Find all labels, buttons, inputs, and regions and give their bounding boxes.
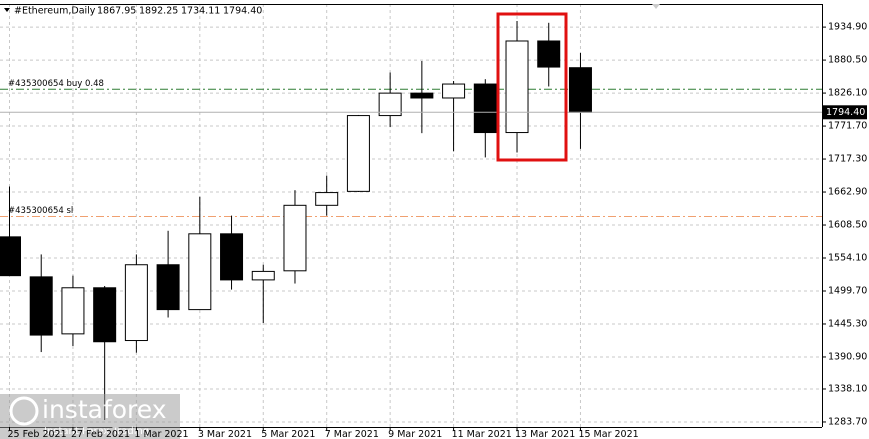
- high-value: 1892.25: [139, 6, 178, 17]
- watermark-logo: [9, 396, 39, 426]
- y-tick-label: 1662.90: [828, 187, 867, 198]
- x-tick-label: 25 Feb 2021: [8, 429, 67, 439]
- y-tick-label: 1499.70: [828, 285, 867, 296]
- current-price-box: [823, 105, 867, 120]
- x-tick-label: 27 Feb 2021: [71, 429, 130, 439]
- candle-body: [442, 83, 466, 99]
- candle-body: [473, 83, 497, 134]
- candle-body: [251, 270, 275, 281]
- current-price-label: 1794.40: [826, 107, 865, 118]
- y-tick-label: 1390.90: [828, 351, 867, 362]
- x-tick-label: 11 Mar 2021: [452, 429, 512, 439]
- candle-body: [29, 276, 53, 336]
- y-tick-label: 1283.70: [828, 416, 867, 427]
- candle-body: [378, 92, 402, 117]
- y-tick-label: 1554.10: [828, 253, 867, 264]
- x-tick-label: 13 Mar 2021: [515, 429, 575, 439]
- y-tick-label: 1717.30: [828, 154, 867, 165]
- candle-body: [93, 287, 117, 343]
- watermark: instaforex Instant Forex Trading: [0, 394, 180, 439]
- watermark-brand: instaforex: [42, 395, 167, 424]
- candle-body: [505, 40, 529, 134]
- candle-body: [0, 236, 21, 277]
- x-tick-label: 3 Mar 2021: [198, 429, 252, 439]
- y-tick-label: 1338.10: [828, 383, 867, 394]
- candle-body: [346, 115, 370, 192]
- x-tick-label: 9 Mar 2021: [388, 429, 442, 439]
- y-tick-label: 1934.90: [828, 22, 867, 33]
- candle-body: [283, 204, 307, 272]
- open-value: 1867.95: [97, 6, 136, 17]
- order-label: #435300654 buy 0.48: [8, 79, 104, 89]
- axis: 1283.70 1338.10 1390.90 1445.30 1499.70 1554.…: [8, 22, 868, 439]
- y-tick-label: 1445.30: [828, 318, 867, 329]
- watermark-tagline: Instant Forex Trading: [44, 426, 149, 437]
- chart-title: #Ethereum,Daily: [14, 6, 96, 17]
- x-tick-label: 15 Mar 2021: [578, 429, 638, 439]
- candle-body: [537, 40, 561, 68]
- candle-body: [568, 67, 592, 113]
- candle-body: [220, 233, 244, 281]
- x-tick-label: 1 Mar 2021: [134, 429, 188, 439]
- y-tick-label: 1608.50: [828, 220, 867, 231]
- order-label: #435300654 sl: [8, 206, 73, 216]
- candle-body: [156, 264, 180, 311]
- shift-marker: [652, 4, 660, 9]
- low-value: 1734.11: [181, 6, 220, 17]
- candle-body: [124, 264, 148, 342]
- candle-body: [410, 92, 434, 99]
- x-tick-label: 5 Mar 2021: [261, 429, 315, 439]
- candle-body: [188, 233, 212, 311]
- candle-body: [315, 192, 339, 206]
- highlight-box: [496, 12, 568, 162]
- candle-body: [61, 287, 85, 335]
- y-tick-label: 1771.70: [828, 121, 867, 132]
- plot: #435300654 buy 0.48 #435300654 sl: [0, 20, 822, 420]
- y-tick-label: 1826.10: [828, 88, 867, 99]
- close-value: 1794.40: [223, 6, 262, 17]
- x-tick-label: 7 Mar 2021: [325, 429, 379, 439]
- menu-triangle: [4, 8, 10, 12]
- y-tick-label: 1880.50: [828, 55, 867, 66]
- watermark-bg: [0, 394, 180, 439]
